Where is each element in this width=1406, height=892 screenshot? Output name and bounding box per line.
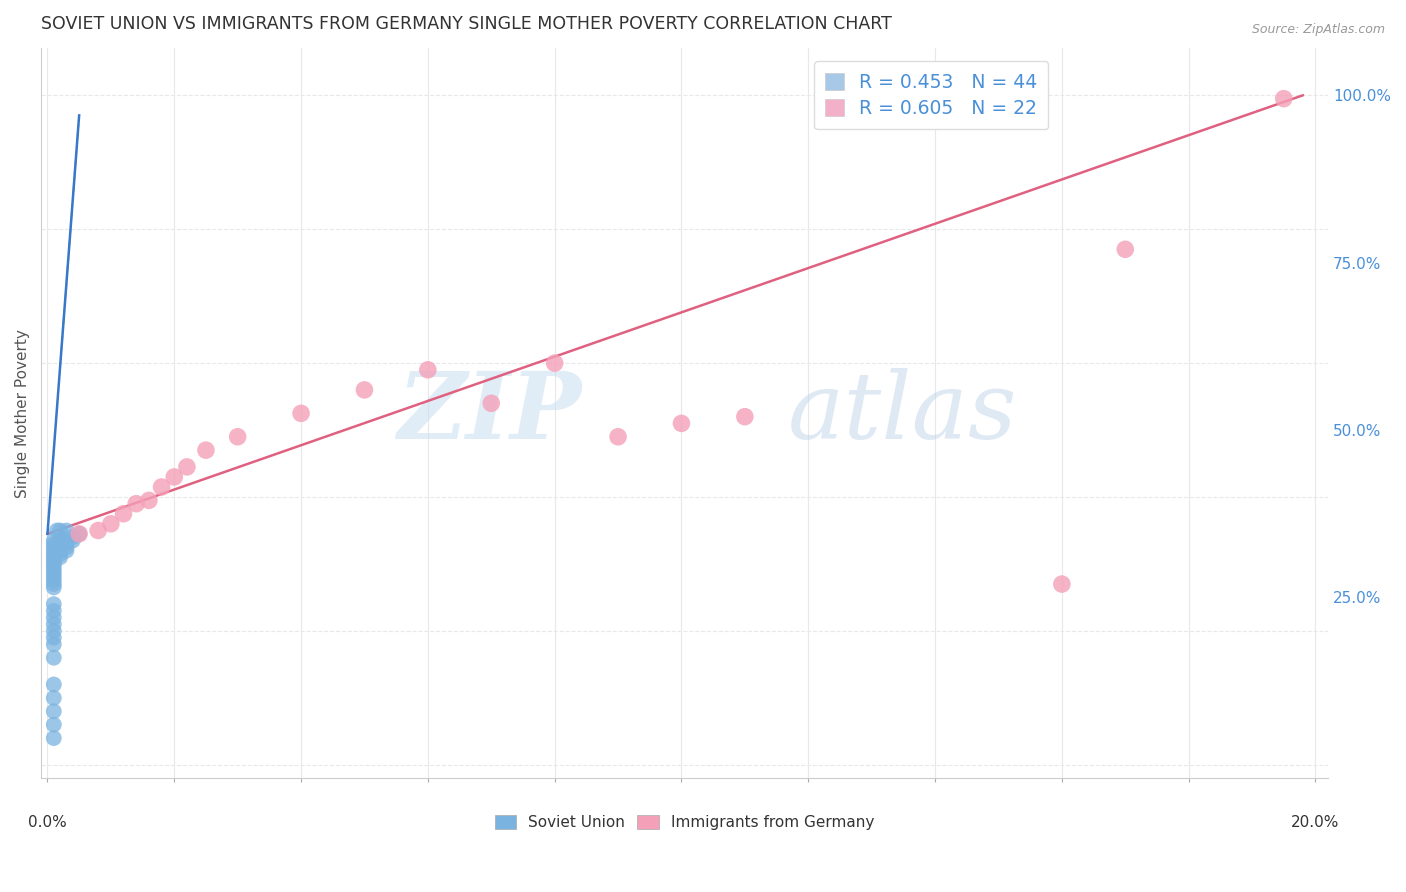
- Point: [290, 406, 312, 420]
- Point: [226, 430, 249, 444]
- Text: 20.0%: 20.0%: [1291, 815, 1340, 830]
- Point: [67, 526, 90, 541]
- Point: [49, 543, 72, 558]
- Point: [87, 524, 110, 538]
- Point: [67, 526, 90, 541]
- Point: [353, 383, 375, 397]
- Point: [42, 624, 65, 638]
- Point: [42, 560, 65, 574]
- Point: [42, 577, 65, 591]
- Point: [1272, 92, 1295, 106]
- Point: [734, 409, 756, 424]
- Point: [42, 567, 65, 582]
- Point: [55, 537, 77, 551]
- Point: [42, 537, 65, 551]
- Point: [42, 570, 65, 584]
- Point: [49, 547, 72, 561]
- Point: [176, 459, 198, 474]
- Point: [49, 533, 72, 548]
- Text: SOVIET UNION VS IMMIGRANTS FROM GERMANY SINGLE MOTHER POVERTY CORRELATION CHART: SOVIET UNION VS IMMIGRANTS FROM GERMANY …: [41, 15, 891, 33]
- Point: [49, 550, 72, 565]
- Point: [100, 516, 122, 531]
- Point: [42, 604, 65, 618]
- Text: 0.0%: 0.0%: [28, 815, 67, 830]
- Point: [49, 524, 72, 538]
- Text: Source: ZipAtlas.com: Source: ZipAtlas.com: [1251, 23, 1385, 37]
- Point: [42, 557, 65, 571]
- Point: [49, 537, 72, 551]
- Point: [194, 443, 217, 458]
- Point: [42, 554, 65, 568]
- Point: [42, 690, 65, 705]
- Point: [55, 540, 77, 554]
- Point: [112, 507, 135, 521]
- Text: atlas: atlas: [787, 368, 1017, 458]
- Point: [42, 597, 65, 611]
- Point: [49, 540, 72, 554]
- Point: [55, 533, 77, 548]
- Point: [416, 363, 439, 377]
- Point: [62, 530, 84, 544]
- Point: [46, 524, 69, 538]
- Point: [42, 610, 65, 624]
- Point: [55, 543, 77, 558]
- Point: [42, 731, 65, 745]
- Point: [42, 637, 65, 651]
- Y-axis label: Single Mother Poverty: Single Mother Poverty: [15, 329, 30, 498]
- Point: [55, 524, 77, 538]
- Point: [607, 430, 630, 444]
- Point: [42, 543, 65, 558]
- Point: [42, 574, 65, 588]
- Point: [1114, 242, 1136, 256]
- Point: [42, 717, 65, 731]
- Point: [479, 396, 502, 410]
- Point: [42, 540, 65, 554]
- Legend: Soviet Union, Immigrants from Germany: Soviet Union, Immigrants from Germany: [489, 809, 880, 837]
- Point: [671, 417, 693, 431]
- Point: [42, 704, 65, 718]
- Point: [42, 533, 65, 548]
- Text: ZIP: ZIP: [398, 368, 582, 458]
- Point: [42, 547, 65, 561]
- Point: [42, 677, 65, 691]
- Point: [42, 581, 65, 595]
- Point: [543, 356, 565, 370]
- Point: [1050, 577, 1073, 591]
- Point: [42, 617, 65, 632]
- Point: [42, 631, 65, 645]
- Point: [42, 550, 65, 565]
- Point: [42, 650, 65, 665]
- Point: [163, 470, 186, 484]
- Point: [138, 493, 160, 508]
- Point: [150, 480, 173, 494]
- Point: [62, 533, 84, 548]
- Point: [125, 497, 148, 511]
- Point: [42, 564, 65, 578]
